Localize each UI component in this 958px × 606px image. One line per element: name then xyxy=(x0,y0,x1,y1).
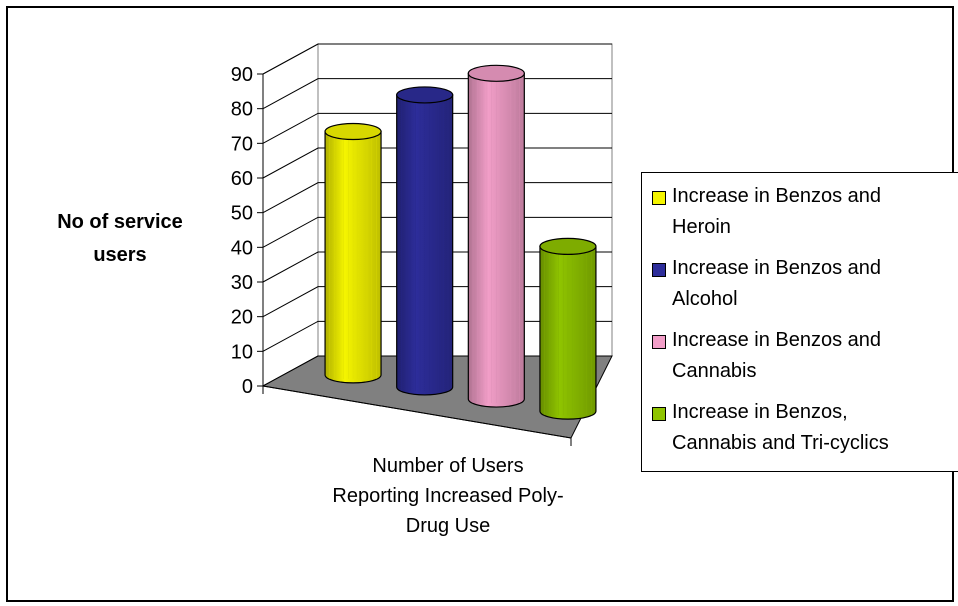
bar-top xyxy=(467,64,525,82)
bar xyxy=(467,64,525,408)
legend-label: Increase in Benzos and Alcohol xyxy=(672,257,882,310)
side-wall xyxy=(262,43,319,387)
bar-top xyxy=(539,237,597,256)
bar xyxy=(539,237,597,420)
legend-swatch xyxy=(652,191,666,205)
y-tick-label: 10 xyxy=(231,341,253,363)
legend: Increase in Benzos and Heroin Increase i… xyxy=(641,172,958,472)
bar xyxy=(396,86,454,396)
y-tick-label: 30 xyxy=(231,272,253,294)
legend-swatch xyxy=(652,335,666,349)
y-tick-label: 40 xyxy=(231,237,253,259)
y-axis-title: No of service users xyxy=(32,206,208,272)
bar-top xyxy=(396,86,454,104)
x-axis-title-line3: Drug Use xyxy=(405,515,491,537)
legend-swatch xyxy=(652,407,666,421)
y-axis-title-line2: users xyxy=(93,244,147,266)
y-tick-label: 70 xyxy=(231,133,253,155)
chart-area: 0 10 20 30 40 50 60 70 80 90 No of service users … xyxy=(6,6,958,602)
legend-label: Increase in Benzos, Cannabis and Tri-cyc… xyxy=(672,401,889,454)
legend-label: Increase in Benzos and Cannabis xyxy=(672,329,882,382)
y-tick-label: 90 xyxy=(231,64,253,86)
x-axis-title-line1: Number of Users xyxy=(372,455,524,477)
y-tick-label: 0 xyxy=(242,376,253,398)
y-axis: 0 10 20 30 40 50 60 70 80 90 xyxy=(231,64,264,398)
x-axis-title-line2: Reporting Increased Poly- xyxy=(332,485,564,507)
x-axis-title: Number of Users Reporting Increased Poly… xyxy=(298,451,598,541)
y-tick-label: 20 xyxy=(231,307,253,329)
y-tick-label: 60 xyxy=(231,168,253,190)
bar xyxy=(324,122,382,384)
x-axis-line xyxy=(262,385,572,439)
legend-label: Increase in Benzos and Heroin xyxy=(672,185,882,238)
legend-swatch xyxy=(652,263,666,277)
bar-top xyxy=(324,122,382,141)
y-tick-label: 80 xyxy=(231,99,253,121)
gridline xyxy=(262,43,612,75)
chart-plot: 0 10 20 30 40 50 60 70 80 90 xyxy=(231,43,613,446)
y-axis-title-line1: No of service xyxy=(57,211,183,233)
bars xyxy=(324,64,597,420)
y-tick-label: 50 xyxy=(231,203,253,225)
